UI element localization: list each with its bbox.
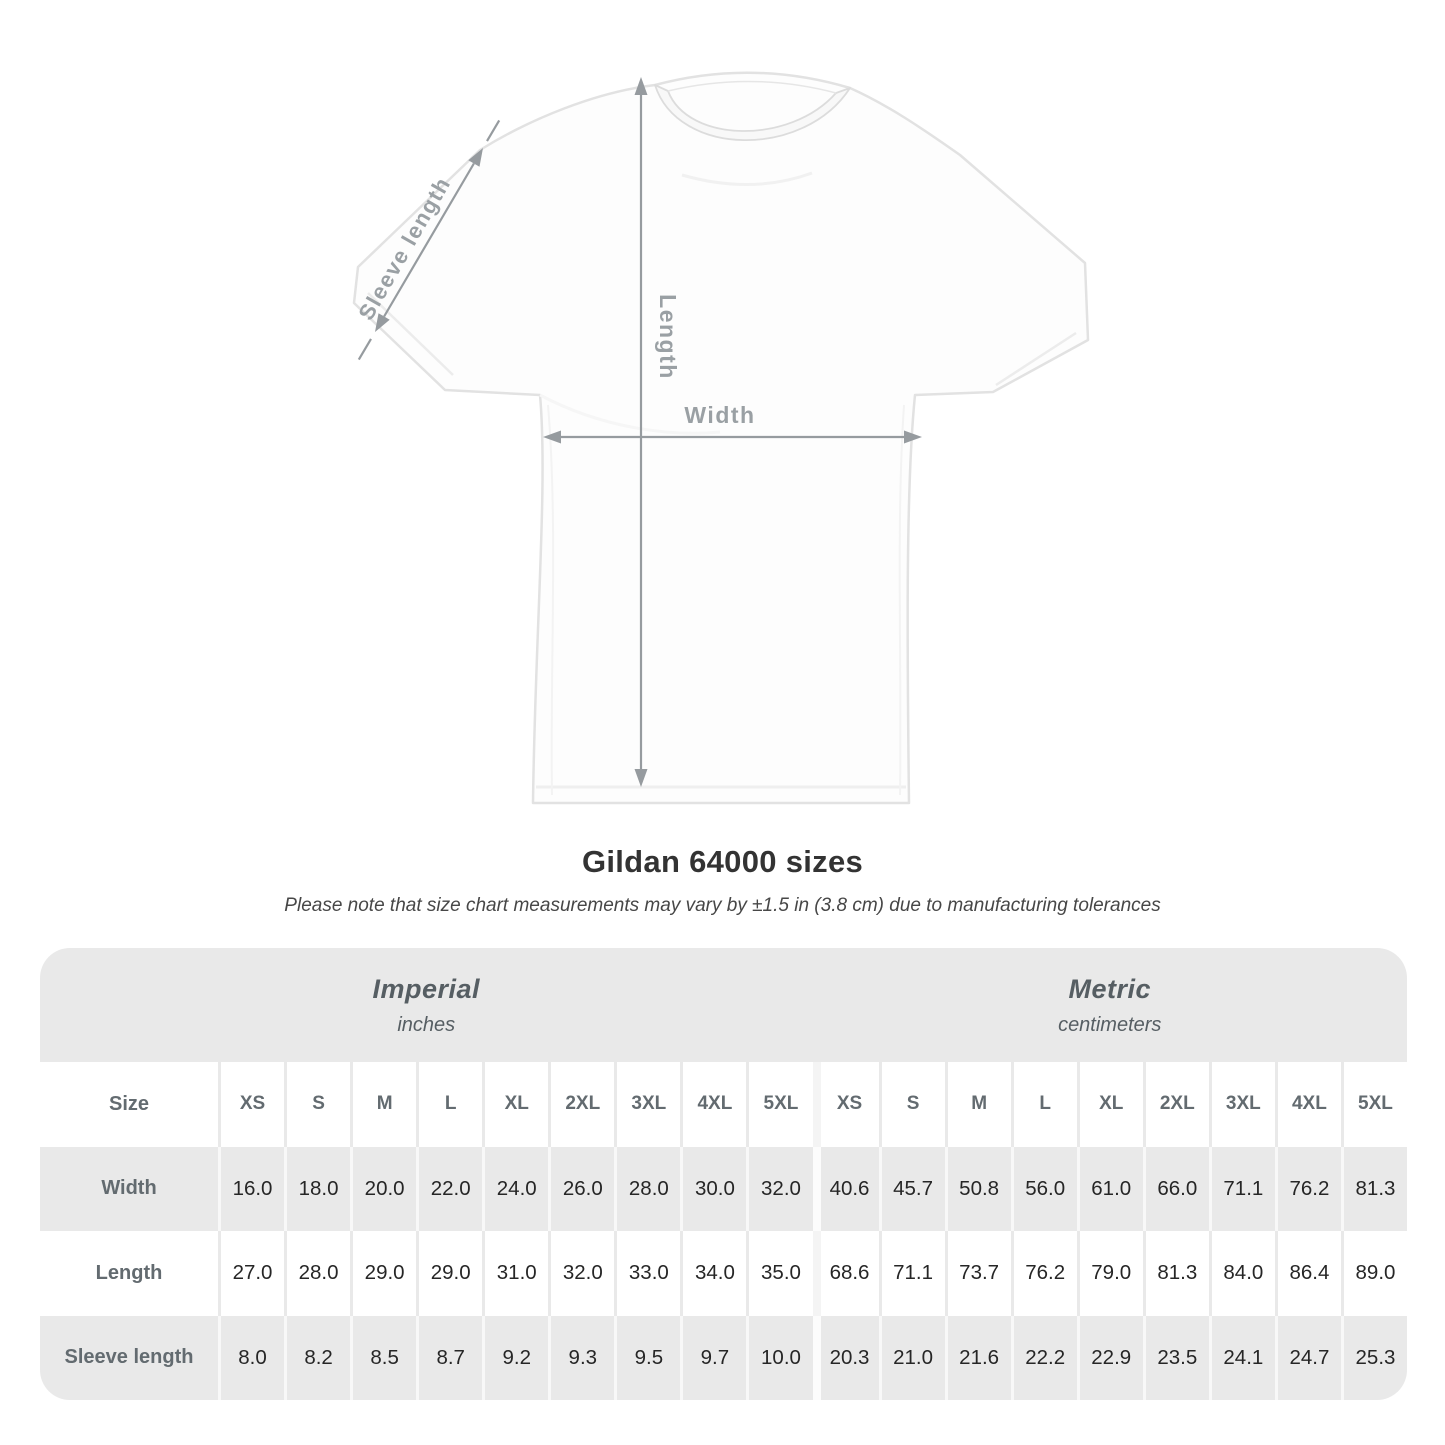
metric-section-unit: centimeters: [1058, 1013, 1162, 1036]
length-arrow: [634, 77, 648, 787]
table-cell: 68.6: [812, 1231, 879, 1316]
size-col-header: M: [944, 1062, 1011, 1147]
table-cell: 8.0: [218, 1315, 284, 1400]
table-cell: 84.0: [1208, 1231, 1275, 1316]
table-cell: 28.0: [614, 1146, 680, 1231]
metric-section-title: Metric: [1068, 973, 1152, 1004]
sleeve-length-row-label: Sleeve length: [64, 1346, 194, 1369]
table-cell: 21.0: [878, 1315, 945, 1400]
table-cell: 22.0: [416, 1146, 482, 1231]
table-cell: 20.0: [350, 1146, 416, 1231]
table-cell: 33.0: [614, 1231, 680, 1316]
table-cell: 32.0: [746, 1146, 812, 1231]
width-dimension-label: Width: [684, 402, 755, 428]
table-cell: 8.5: [350, 1315, 416, 1400]
table-cell: 24.0: [482, 1146, 548, 1231]
table-cell: 30.0: [680, 1146, 746, 1231]
table-cell: 61.0: [1076, 1146, 1143, 1231]
size-col-header: XS: [218, 1062, 284, 1147]
table-cell: 9.5: [614, 1315, 680, 1400]
size-row-label: Size: [108, 1092, 150, 1115]
size-col-header: 2XL: [1142, 1062, 1209, 1147]
table-cell: 81.3: [1142, 1231, 1209, 1316]
table-cell: 22.2: [1010, 1315, 1077, 1400]
table-cell: 28.0: [284, 1231, 350, 1316]
size-col-header: 5XL: [746, 1062, 812, 1147]
size-col-header: L: [416, 1062, 482, 1147]
table-cell: 73.7: [944, 1231, 1011, 1316]
size-col-header: M: [350, 1062, 416, 1147]
table-cell: 18.0: [284, 1146, 350, 1231]
table-cell: 31.0: [482, 1231, 548, 1316]
imperial-section-unit: inches: [397, 1013, 456, 1036]
size-col-header: S: [878, 1062, 945, 1147]
collar: [654, 84, 851, 141]
width-arrow: [543, 430, 922, 444]
table-cell: 35.0: [746, 1231, 812, 1316]
size-col-header: S: [284, 1062, 350, 1147]
table-cell: 76.2: [1010, 1231, 1077, 1316]
unit-header-row: Imperial inches Metric centimeters: [40, 948, 1407, 1062]
tolerance-note: Please note that size chart measurements…: [284, 895, 1161, 916]
table-cell: 26.0: [548, 1146, 614, 1231]
table-cell: 50.8: [944, 1146, 1011, 1231]
metric-section-header: Metric centimeters: [813, 948, 1408, 1062]
size-col-header: 3XL: [1208, 1062, 1275, 1147]
table-cell: 27.0: [218, 1231, 284, 1316]
table-cell: 21.6: [944, 1315, 1011, 1400]
table-cell: 81.3: [1340, 1146, 1407, 1231]
table-cell: 34.0: [680, 1231, 746, 1316]
size-col-header: XS: [812, 1062, 879, 1147]
table-cell: 24.7: [1274, 1315, 1341, 1400]
table-cell: 76.2: [1274, 1146, 1341, 1231]
table-cell: 29.0: [350, 1231, 416, 1316]
size-chart-table: Imperial inches Metric centimeters Size …: [40, 948, 1407, 1400]
table-cell: 71.1: [1208, 1146, 1275, 1231]
size-col-header: L: [1010, 1062, 1077, 1147]
table-cell: 9.7: [680, 1315, 746, 1400]
size-col-header: 2XL: [548, 1062, 614, 1147]
tshirt-measurement-figure: Length Width Sleeve length: [338, 45, 1106, 835]
table-cell: 89.0: [1340, 1231, 1407, 1316]
size-col-header: XL: [482, 1062, 548, 1147]
table-cell: 32.0: [548, 1231, 614, 1316]
length-row: Length 27.0 28.0 29.0 29.0 31.0 32.0 33.…: [40, 1231, 1407, 1316]
table-cell: 56.0: [1010, 1146, 1077, 1231]
table-cell: 86.4: [1274, 1231, 1341, 1316]
width-row-label: Width: [101, 1177, 157, 1200]
table-cell: 9.3: [548, 1315, 614, 1400]
table-cell: 8.7: [416, 1315, 482, 1400]
table-cell: 23.5: [1142, 1315, 1209, 1400]
size-col-header: 3XL: [614, 1062, 680, 1147]
table-cell: 79.0: [1076, 1231, 1143, 1316]
page-title: Gildan 64000 sizes: [581, 844, 864, 879]
imperial-section-header: Imperial inches: [40, 948, 813, 1062]
table-cell: 24.1: [1208, 1315, 1275, 1400]
heading-block: Gildan 64000 sizes Please note that size…: [0, 844, 1445, 917]
size-col-header: 4XL: [680, 1062, 746, 1147]
length-row-label: Length: [95, 1261, 163, 1284]
imperial-section-title: Imperial: [372, 973, 481, 1004]
width-row: Width 16.0 18.0 20.0 22.0 24.0 26.0 28.0…: [40, 1146, 1407, 1231]
table-cell: 29.0: [416, 1231, 482, 1316]
size-col-header: 4XL: [1274, 1062, 1341, 1147]
length-dimension-label: Length: [655, 294, 681, 380]
size-col-header: 5XL: [1340, 1062, 1407, 1147]
table-cell: 71.1: [878, 1231, 945, 1316]
table-cell: 22.9: [1076, 1315, 1143, 1400]
table-cell: 66.0: [1142, 1146, 1209, 1231]
table-cell: 16.0: [218, 1146, 284, 1231]
size-header-row: Size XS S M L XL 2XL 3XL 4XL 5XL XS S M …: [40, 1062, 1407, 1147]
sleeve-length-arrow: [357, 119, 501, 361]
table-cell: 40.6: [812, 1146, 879, 1231]
table-cell: 10.0: [746, 1315, 812, 1400]
sleeve-length-row: Sleeve length 8.0 8.2 8.5 8.7 9.2 9.3 9.…: [40, 1315, 1407, 1400]
table-cell: 20.3: [812, 1315, 879, 1400]
size-col-header: XL: [1076, 1062, 1143, 1147]
table-cell: 45.7: [878, 1146, 945, 1231]
table-cell: 9.2: [482, 1315, 548, 1400]
table-cell: 8.2: [284, 1315, 350, 1400]
table-cell: 25.3: [1340, 1315, 1407, 1400]
